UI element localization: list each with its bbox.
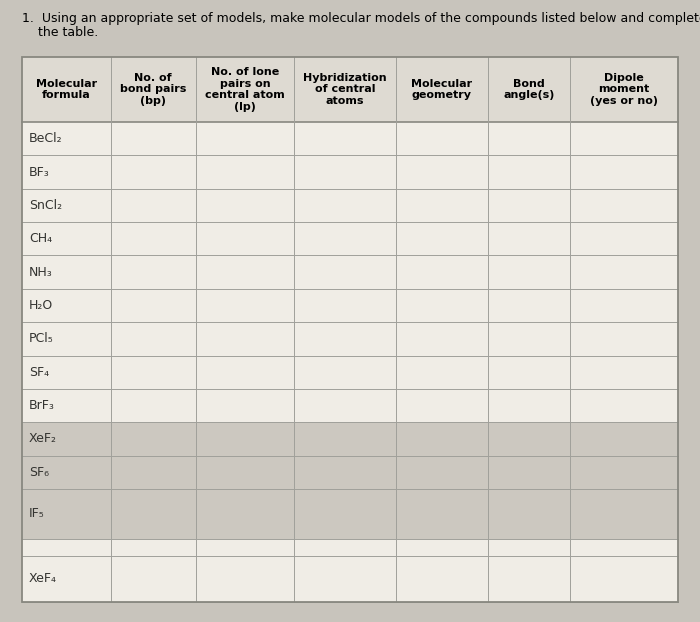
- Text: SnCl₂: SnCl₂: [29, 199, 62, 212]
- Text: PCl₅: PCl₅: [29, 332, 54, 345]
- Text: XeF₂: XeF₂: [29, 432, 57, 445]
- Text: BrF₃: BrF₃: [29, 399, 55, 412]
- Text: Molecular
formula: Molecular formula: [36, 79, 97, 100]
- Text: SF₆: SF₆: [29, 466, 49, 479]
- Text: BeCl₂: BeCl₂: [29, 132, 62, 145]
- Bar: [22, 57, 678, 602]
- Text: Bond
angle(s): Bond angle(s): [503, 79, 554, 100]
- Text: IF₅: IF₅: [29, 508, 45, 521]
- Bar: [22, 422, 678, 455]
- Text: 1.  Using an appropriate set of models, make molecular models of the compounds l: 1. Using an appropriate set of models, m…: [22, 12, 700, 25]
- Text: Dipole
moment
(yes or no): Dipole moment (yes or no): [590, 73, 658, 106]
- Text: No. of lone
pairs on
central atom
(lp): No. of lone pairs on central atom (lp): [205, 67, 285, 112]
- Text: No. of
bond pairs
(bp): No. of bond pairs (bp): [120, 73, 186, 106]
- Text: XeF₄: XeF₄: [29, 572, 57, 585]
- Text: NH₃: NH₃: [29, 266, 52, 279]
- Text: BF₃: BF₃: [29, 165, 50, 179]
- Text: CH₄: CH₄: [29, 232, 52, 245]
- Bar: [22, 489, 678, 539]
- Text: Hybridization
of central
atoms: Hybridization of central atoms: [303, 73, 387, 106]
- Bar: [22, 57, 678, 602]
- Text: SF₄: SF₄: [29, 366, 49, 379]
- Text: the table.: the table.: [22, 26, 98, 39]
- Bar: [22, 57, 678, 122]
- Bar: [22, 455, 678, 489]
- Text: H₂O: H₂O: [29, 299, 53, 312]
- Text: Molecular
geometry: Molecular geometry: [412, 79, 472, 100]
